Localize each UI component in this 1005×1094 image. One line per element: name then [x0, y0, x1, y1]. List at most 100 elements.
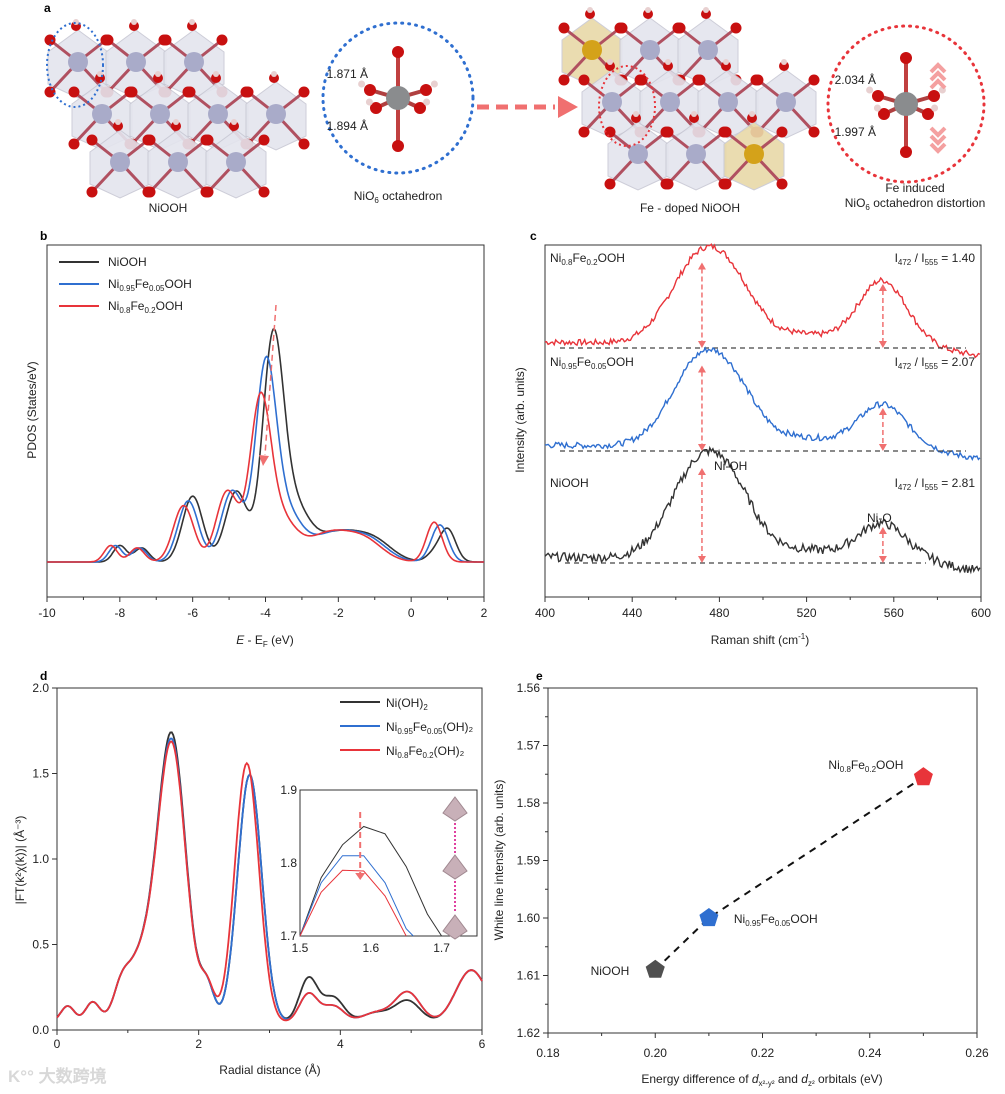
- ni-atom: [184, 52, 204, 72]
- ni-atom: [776, 92, 796, 112]
- x-tick-label: 560: [884, 606, 904, 620]
- y-tick-label: 1.60: [517, 911, 541, 925]
- o-atom: [68, 138, 80, 150]
- text-part: NiOOH: [550, 476, 589, 490]
- inset-x-tick-label: 1.6: [362, 941, 379, 955]
- x-tick-label: 0: [54, 1037, 61, 1051]
- ratio-arrow-555-head-down: [878, 341, 887, 348]
- ni-oh-annotation: Ni-OH: [714, 459, 747, 473]
- o-atom: [662, 126, 674, 138]
- text-part: Ni: [386, 744, 397, 758]
- shift-arrow: [264, 304, 277, 456]
- text-part: 6: [865, 203, 870, 212]
- text-part: Fe: [408, 744, 422, 758]
- ratio-arrow-555-head-down: [878, 444, 887, 451]
- text-part: Raman shift (cm: [711, 633, 798, 647]
- octahedron-icon: [442, 914, 468, 940]
- text-part: OOH: [607, 355, 634, 369]
- o-atom: [258, 186, 270, 198]
- ratio-arrow-472-head-up: [697, 468, 706, 475]
- o-atom: [370, 102, 382, 114]
- y-tick-label: 0.5: [32, 938, 49, 952]
- h-atom: [73, 19, 79, 25]
- x-tick-label: 2: [195, 1037, 202, 1051]
- o-atom: [872, 90, 884, 102]
- o-atom: [752, 74, 764, 86]
- o-atom: [578, 126, 590, 138]
- niooh-label: NiOOH: [149, 201, 188, 215]
- x-tick-label: 0.18: [536, 1046, 560, 1060]
- o-atom: [776, 126, 788, 138]
- panel-letter-c: c: [530, 229, 537, 243]
- text-part: OOH: [165, 277, 192, 291]
- o-atom: [558, 22, 570, 34]
- pdos-ylabel: PDOS (States/eV): [25, 361, 39, 458]
- raman-spectrum-red: [544, 243, 981, 359]
- ratio-arrow-555-head-up: [878, 408, 887, 415]
- x-tick-label: 0.20: [644, 1046, 668, 1060]
- o-atom: [776, 178, 788, 190]
- text-part: z²: [808, 1079, 815, 1088]
- point-label: Ni0.95​Fe0.05​OOH: [734, 912, 818, 928]
- text-part: = 1.40: [938, 251, 975, 265]
- text-part: / I: [911, 476, 924, 490]
- h-atom: [633, 111, 639, 117]
- h-atom: [931, 104, 939, 112]
- text-part: Fe: [577, 355, 591, 369]
- x-tick-label: 400: [535, 606, 555, 620]
- o-atom: [730, 22, 742, 34]
- trend-line: [654, 776, 924, 971]
- point-label: NiOOH: [591, 964, 630, 978]
- text-part: d: [801, 1072, 808, 1086]
- text-part: Ni: [108, 299, 119, 313]
- x-tick-label: 520: [797, 606, 817, 620]
- text-part: I: [895, 251, 898, 265]
- compress-chevron-icon: [929, 134, 947, 146]
- inset-y-tick-label: 1.7: [280, 929, 297, 943]
- x-tick-label: 600: [971, 606, 991, 620]
- text-part: 555: [925, 258, 939, 267]
- ratio-arrow-555-head-up: [878, 284, 887, 291]
- y-tick-label: 1.59: [517, 854, 541, 868]
- o-atom: [216, 34, 228, 46]
- o-atom: [616, 22, 628, 34]
- raman-xlabel: Raman shift (cm-1​): [711, 632, 809, 647]
- ratio-arrow-472-head-up: [697, 262, 706, 270]
- text-part: (OH)₂: [434, 744, 465, 758]
- o-atom: [298, 138, 310, 150]
- o-atom: [900, 52, 912, 64]
- text-part: 0.8: [397, 751, 409, 760]
- text-part: 2: [423, 703, 428, 712]
- text-part: ): [805, 633, 809, 647]
- h-atom: [423, 98, 431, 106]
- text-part: F: [263, 640, 268, 649]
- distortion-label-1: Fe induced: [885, 181, 944, 195]
- ni-atom: [718, 92, 738, 112]
- text-part: and: [775, 1072, 802, 1086]
- x-tick-label: 0.22: [751, 1046, 775, 1060]
- x-tick-label: 0.26: [965, 1046, 989, 1060]
- o-atom: [202, 186, 214, 198]
- legend-item: Ni0.95​Fe0.05​OOH: [108, 277, 192, 293]
- text-part: 0.05: [427, 727, 443, 736]
- text-part: 6: [374, 196, 379, 205]
- inset-x-tick-label: 1.7: [433, 941, 450, 955]
- legend-item: NiOOH: [108, 255, 147, 269]
- intensity-ratio: I472​ / I555​ = 1.40: [895, 251, 976, 267]
- raman-spectrum-black: [544, 445, 981, 575]
- y-tick-label: 1.61: [517, 969, 541, 983]
- octahedron-icon: [442, 796, 468, 822]
- spectrum-label: NiOOH: [550, 476, 589, 490]
- text-part: 472: [898, 258, 912, 267]
- x-tick-label: 440: [622, 606, 642, 620]
- text-part: x²-y²: [759, 1079, 775, 1088]
- metal-atom: [386, 86, 410, 110]
- ni-atom: [628, 144, 648, 164]
- h-atom: [365, 98, 373, 106]
- text-part: Energy difference of: [641, 1072, 752, 1086]
- o-atom: [144, 186, 156, 198]
- o-atom: [392, 46, 404, 58]
- text-part: octahedron distortion: [870, 196, 985, 210]
- o-atom: [298, 86, 310, 98]
